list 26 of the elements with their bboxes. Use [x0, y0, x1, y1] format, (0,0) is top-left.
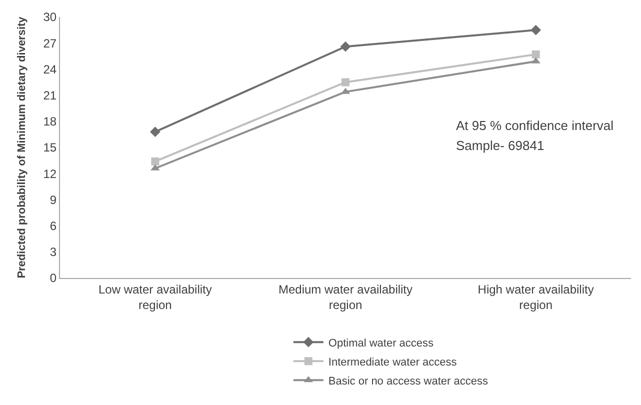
y-tick-label: 6: [50, 219, 57, 233]
legend-label: Intermediate water access: [328, 356, 458, 368]
y-tick-label: 0: [50, 271, 57, 286]
point: [151, 157, 160, 166]
point: [530, 24, 542, 36]
point: [532, 50, 540, 58]
y-axis-title: Predicted probability of Minimum dietary diversity: [16, 16, 28, 278]
x-tick-label: Medium water availability region: [278, 282, 413, 312]
point: [342, 78, 350, 86]
y-tick-label: 30: [43, 10, 57, 24]
annotation: Sample- 69841: [456, 138, 544, 153]
legend-label: Optimal water access: [328, 337, 434, 350]
y-tick-label: 21: [43, 88, 57, 102]
y-tick-label: 15: [43, 140, 57, 155]
x-tick-label: High water availability region: [478, 282, 594, 312]
y-tick-label: 3: [50, 245, 57, 260]
point: [340, 41, 351, 52]
y-tick-label: 27: [43, 36, 57, 50]
x-tick-label: Low water availability region: [98, 282, 212, 312]
annotation: At 95 % confidence interval: [456, 118, 614, 133]
y-tick-label: 24: [43, 62, 57, 76]
y-tick-label: 12: [43, 166, 57, 181]
y-tick-label: 9: [50, 192, 57, 207]
legend-label: Basic or no access water access: [328, 375, 488, 388]
y-tick-label: 18: [43, 114, 57, 129]
point: [150, 126, 160, 138]
